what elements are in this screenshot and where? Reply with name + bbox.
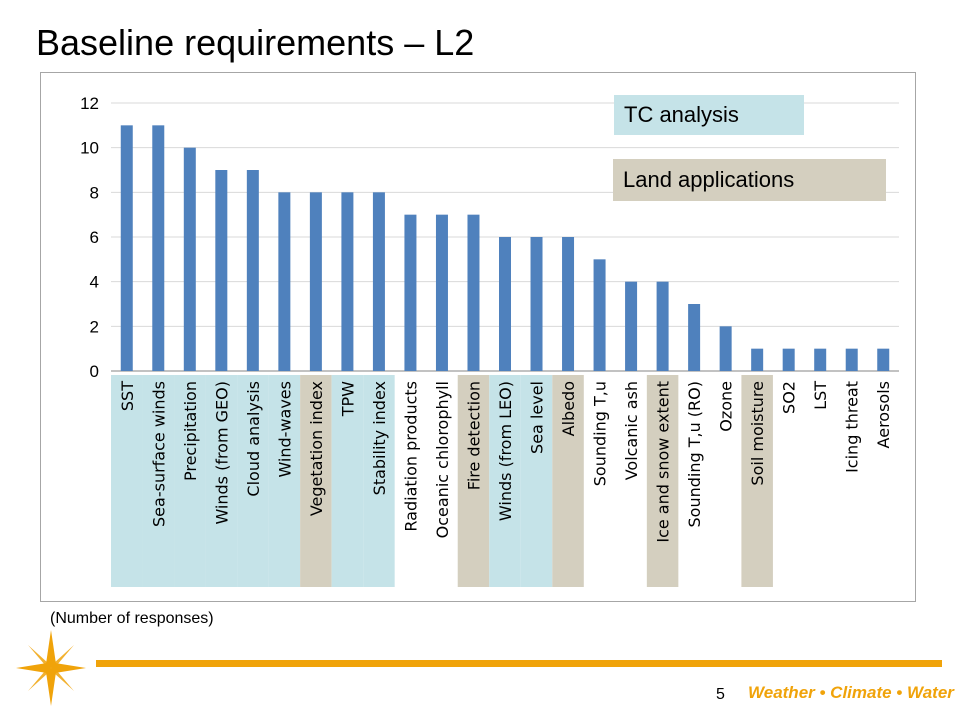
y-tick-label: 0 bbox=[90, 362, 99, 381]
label-highlight-tc bbox=[111, 375, 143, 587]
label-highlight-tc bbox=[331, 375, 364, 587]
bar bbox=[593, 259, 606, 371]
bar bbox=[530, 237, 543, 371]
x-tick-label: Winds (from LEO) bbox=[496, 381, 515, 521]
x-tick-label: Sounding T,u (RO) bbox=[685, 381, 704, 528]
label-highlight-tc bbox=[268, 375, 301, 587]
label-highlight-tc bbox=[205, 375, 238, 587]
bar bbox=[467, 214, 480, 371]
label-highlight-tc bbox=[520, 375, 553, 587]
chart-frame: 0 2 4 6 8 10 12 SST Sea-surface winds Precipitati… bbox=[40, 72, 916, 602]
bar bbox=[341, 192, 354, 371]
x-tick-label: Volcanic ash bbox=[622, 381, 641, 480]
x-tick-label: Sea-surface winds bbox=[149, 381, 168, 527]
x-tick-label: Soil moisture bbox=[748, 381, 767, 486]
label-highlight-tc bbox=[237, 375, 269, 587]
bar bbox=[120, 125, 133, 371]
bar bbox=[562, 237, 575, 371]
bar bbox=[751, 348, 764, 371]
bar bbox=[372, 192, 385, 371]
x-tick-label: Oceanic chlorophyll bbox=[433, 381, 452, 538]
footnote: (Number of responses) bbox=[50, 610, 214, 627]
footer-brand: Weather • Climate • Water bbox=[748, 683, 954, 702]
bar bbox=[183, 147, 196, 371]
x-tick-label: Precipitation bbox=[181, 381, 200, 481]
x-tick-label: SST bbox=[118, 381, 137, 411]
bar bbox=[215, 170, 228, 371]
y-tick-label: 2 bbox=[90, 317, 99, 336]
bar bbox=[152, 125, 165, 371]
x-tick-label: SO2 bbox=[780, 381, 799, 414]
bar bbox=[499, 237, 511, 371]
x-tick-label: Sea level bbox=[528, 381, 547, 454]
label-highlight-tc bbox=[489, 375, 521, 587]
x-tick-label: Winds (from GEO) bbox=[212, 381, 231, 525]
bar bbox=[435, 214, 448, 371]
bar bbox=[782, 348, 795, 371]
x-tick-label: Sounding T,u bbox=[591, 381, 610, 486]
legend-tc-label: TC analysis bbox=[624, 102, 739, 127]
bar bbox=[845, 348, 858, 371]
label-highlight-land bbox=[552, 375, 584, 587]
x-tick-label: LST bbox=[811, 381, 830, 410]
y-tick-label: 4 bbox=[90, 273, 99, 292]
y-tick-label: 10 bbox=[80, 139, 99, 158]
x-tick-label: Vegetation index bbox=[307, 381, 326, 516]
label-highlight-land bbox=[457, 375, 490, 587]
y-tick-label: 6 bbox=[90, 228, 99, 247]
bar bbox=[278, 192, 291, 371]
bar bbox=[656, 281, 669, 371]
bar-chart: 0 2 4 6 8 10 12 SST Sea-surface winds Precipitati… bbox=[80, 94, 899, 587]
legend-tc-analysis: TC analysis bbox=[614, 95, 804, 135]
bar bbox=[814, 348, 827, 371]
bar bbox=[246, 170, 259, 371]
x-tick-label: Wind-waves bbox=[275, 381, 294, 478]
bar bbox=[877, 348, 890, 371]
x-tick-label: Fire detection bbox=[464, 381, 483, 490]
bar bbox=[719, 326, 732, 371]
x-tick-label: Stability index bbox=[370, 381, 389, 495]
label-highlight-tc bbox=[363, 375, 395, 587]
bar bbox=[309, 192, 322, 371]
y-tick-label: 12 bbox=[80, 94, 99, 113]
label-highlight-land bbox=[646, 375, 679, 587]
label-highlight-land bbox=[741, 375, 773, 587]
legend-land-applications: Land applications bbox=[613, 159, 886, 201]
x-tick-label: TPW bbox=[338, 381, 357, 417]
compass-star-logo bbox=[16, 630, 86, 706]
x-tick-label: Albedo bbox=[559, 381, 578, 436]
x-tick-label: Aerosols bbox=[874, 381, 893, 448]
label-highlight-tc bbox=[174, 375, 206, 587]
bar bbox=[625, 281, 638, 371]
label-highlight-tc bbox=[142, 375, 175, 587]
y-tick-label: 8 bbox=[90, 183, 99, 202]
page-number: 5 bbox=[716, 686, 725, 703]
x-tick-label: Ice and snow extent bbox=[654, 381, 673, 543]
x-tick-label: Icing threat bbox=[843, 381, 862, 473]
x-tick-label: Radiation products bbox=[401, 381, 420, 532]
bar bbox=[404, 214, 417, 371]
bar bbox=[688, 304, 701, 371]
x-tick-label: Cloud analysis bbox=[244, 381, 263, 497]
x-tick-label: Ozone bbox=[717, 381, 736, 432]
legend-land-label: Land applications bbox=[623, 167, 795, 192]
slide-title: Baseline requirements – L2 bbox=[36, 22, 475, 63]
footer-accent-line bbox=[96, 660, 942, 667]
label-highlight-land bbox=[300, 375, 332, 587]
